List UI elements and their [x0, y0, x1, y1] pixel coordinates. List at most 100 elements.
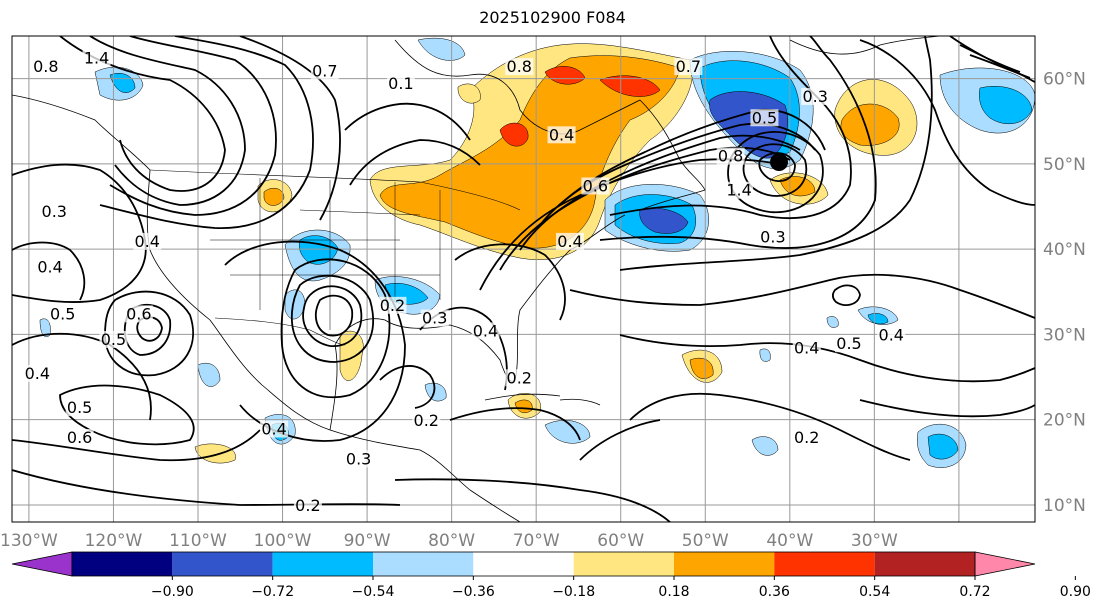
contour-atl-10: [629, 392, 911, 461]
contour-label: 0.5: [50, 304, 75, 323]
shade-vm-yellow: [457, 83, 481, 104]
contour-label: 0.6: [583, 176, 608, 195]
contour-ne-2: [499, 146, 791, 271]
chart-title: 2025102900 F084: [479, 8, 626, 27]
contour-label: 1.4: [84, 49, 109, 68]
contour-label-bg: [556, 232, 584, 250]
contour-label-bg: [792, 429, 821, 446]
contour-nne-2: [349, 139, 481, 186]
shade-baja-lightblue: [197, 362, 221, 387]
contour-sw-5: [59, 384, 195, 446]
contour-atl-4: [959, 44, 1021, 73]
contour-label-bg: [386, 75, 415, 93]
greenland-coast: [789, 36, 941, 55]
longitude-label: 60°W: [597, 531, 644, 551]
contour-atl-6: [569, 273, 1035, 319]
cuba: [484, 393, 561, 401]
colorbar-tick-label: 0.90: [1060, 584, 1091, 600]
contour-label: 0.4: [135, 232, 160, 251]
contour-label-bg: [31, 58, 60, 76]
colorbar-tick-label: 0.36: [759, 584, 790, 600]
shade-mountain-orange: [263, 187, 285, 206]
contour-label: 0.4: [25, 364, 50, 383]
colorbar-tick-label: 0.54: [859, 584, 890, 600]
shade-mid-orange: [689, 357, 714, 379]
latitude-labels: 60°N 50°N 40°N 30°N 20°N 10°N: [1043, 70, 1086, 516]
latitude-label: 10°N: [1043, 496, 1086, 516]
colorbar-segment: [573, 552, 674, 576]
contour-label: 0.3: [346, 449, 371, 468]
colorbar-segment: [774, 552, 875, 576]
contour-label-bg: [674, 58, 703, 76]
contour-label: 0.7: [312, 61, 337, 80]
shade-nw-cyan: [109, 72, 136, 93]
latitude-label: 50°N: [1043, 155, 1086, 175]
contour-nw-3: [109, 36, 277, 216]
colorbar-segment: [373, 552, 474, 576]
contour-label-bg: [133, 232, 162, 250]
contour-label-bg: [293, 497, 322, 515]
contour-lines: [12, 36, 1035, 522]
contour-label-bg: [36, 258, 65, 276]
shade-carib-orange: [514, 399, 533, 414]
contour-label: 0.6: [67, 428, 92, 447]
contour-label: 1.4: [726, 181, 751, 200]
contour-label: 0.2: [794, 428, 819, 447]
contour-label: 0.5: [752, 108, 777, 127]
positive-anomaly-shading: [194, 43, 918, 464]
gridlines: [12, 36, 1035, 522]
longitude-label: 120°W: [85, 531, 143, 551]
contour-mid-2: [12, 241, 86, 301]
contour-label: 0.5: [101, 330, 126, 349]
shade-pacnw-lightblue: [417, 37, 466, 61]
contour-atl-8: [831, 284, 861, 306]
contour-label-bg: [505, 369, 534, 387]
shade-atl4-lightblue: [826, 316, 839, 328]
shade-ns-blue: [639, 207, 689, 234]
colorbar-extend-high: [974, 551, 1036, 577]
colorbar-tick-label: −0.90: [151, 584, 194, 600]
contour-label-bg: [99, 330, 128, 348]
contour-label: 0.4: [879, 326, 904, 345]
contour-label: 0.8: [507, 57, 532, 76]
map-frame: [11, 35, 1036, 523]
colorbar-segment: [874, 552, 975, 576]
contour-label-bg: [412, 411, 441, 429]
contour-label-bg: [750, 109, 779, 127]
colorbar-tick-label: −0.18: [552, 584, 595, 600]
contour-gom-4: [280, 258, 391, 399]
contour-label: 0.4: [549, 125, 574, 144]
contour-label: 0.4: [261, 419, 286, 438]
colorbar-segment: [473, 552, 574, 576]
contour-gom-2: [302, 285, 363, 347]
longitude-label: 100°W: [254, 531, 312, 551]
contour-nw-4: [99, 36, 314, 229]
longitude-labels: 130°W 120°W 110°W 100°W 90°W 80°W 70°W 60°W 50°W…: [0, 531, 898, 551]
contour-label: 0.5: [836, 334, 861, 353]
contour-label-bg: [124, 305, 153, 323]
shade-ne2-red: [544, 66, 586, 85]
contour-label: 0.1: [388, 74, 413, 93]
shade-atl3-cyan: [867, 313, 889, 325]
north-america-coast: [12, 94, 521, 522]
map-area: 1.40.8 0.70.10.8 0.70.50.30.30.40.40.5 0.60…: [12, 36, 1035, 522]
contour-label-bg: [23, 365, 52, 383]
contour-label-bg: [758, 228, 787, 246]
shade-ne-orange: [379, 55, 681, 249]
contour-label: 0.8: [718, 147, 743, 166]
contour-label-bg: [82, 49, 111, 67]
contour-label-bg: [877, 326, 906, 344]
contour-atl-9: [859, 399, 1035, 418]
longitude-label: 50°W: [682, 531, 729, 551]
longitude-label: 90°W: [344, 531, 391, 551]
shade-low-orange: [779, 176, 816, 197]
colorbar-outline: [71, 551, 976, 577]
contour-label: 0.6: [126, 304, 151, 323]
colorbar-segment: [674, 552, 775, 576]
contour-label: 0.4: [37, 257, 62, 276]
longitude-label: 110°W: [169, 531, 227, 551]
us-mexico-border: [214, 317, 346, 346]
shade-trop-cyan: [927, 433, 959, 460]
contour-label-bg: [471, 322, 500, 340]
